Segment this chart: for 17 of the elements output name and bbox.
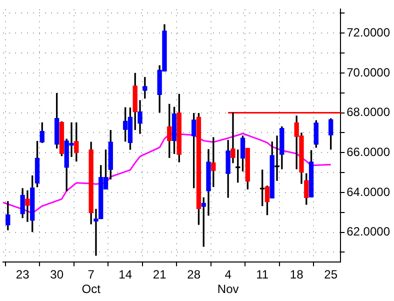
candlestick [25,190,30,222]
y-tick-label: 72.0000 [346,25,390,40]
x-tick-label: 14 [118,268,132,282]
y-tick-label: 66.0000 [346,144,390,159]
x-tick-label: 7 Oct [82,268,102,296]
x-tick-label: 11 [256,268,269,282]
y-tick-label: 70.0000 [346,65,390,80]
y-tick-label: 68.0000 [346,105,390,120]
x-tick-label: 21 [152,268,167,282]
x-tick-label: 18 [290,268,304,282]
x-tick-label: 28 [187,268,201,282]
y-tick-label: 62.0000 [346,224,390,239]
x-tick-label: 4 Nov [217,268,239,296]
y-tick-label: 64.0000 [346,184,390,199]
x-tick-label: 23 [16,268,30,282]
x-tick-label: 30 [50,268,64,282]
x-tick-label: 25 [324,268,338,282]
